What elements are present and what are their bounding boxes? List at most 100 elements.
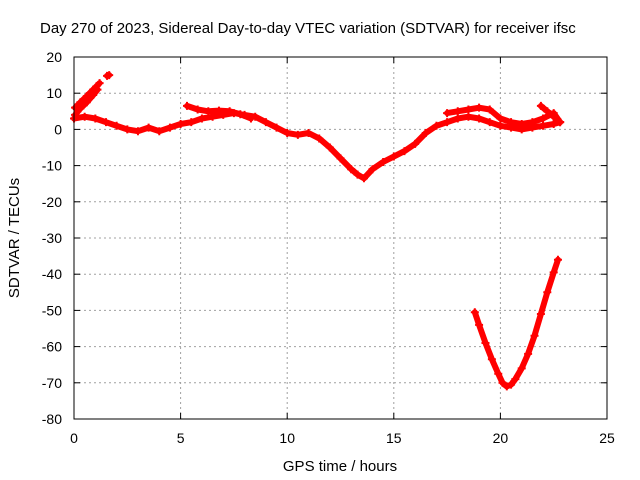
x-tick-label: 20 bbox=[493, 430, 509, 446]
data-point bbox=[543, 288, 552, 297]
data-point bbox=[89, 91, 98, 100]
y-tick-label: -80 bbox=[42, 411, 62, 427]
data-point bbox=[464, 112, 473, 121]
series-early-isolated bbox=[103, 71, 114, 80]
data-point bbox=[272, 123, 281, 132]
data-point bbox=[507, 118, 516, 127]
data-point bbox=[536, 310, 545, 319]
data-point bbox=[475, 103, 484, 112]
data-point bbox=[511, 375, 520, 384]
y-tick-label: 0 bbox=[54, 121, 62, 137]
data-point bbox=[123, 125, 132, 134]
data-point bbox=[453, 114, 462, 123]
data-point bbox=[105, 71, 114, 80]
y-tick-label: -20 bbox=[42, 194, 62, 210]
data-point bbox=[193, 105, 202, 114]
y-tick-label: -70 bbox=[42, 375, 62, 391]
x-tick-label: 0 bbox=[70, 430, 78, 446]
data-point bbox=[485, 105, 494, 114]
series-mid-upper-arc bbox=[182, 101, 255, 123]
data-point bbox=[517, 364, 526, 373]
data-point bbox=[304, 129, 313, 138]
series-trace bbox=[471, 256, 561, 390]
x-axis-title: GPS time / hours bbox=[283, 458, 397, 475]
data-point bbox=[556, 118, 565, 127]
data-point bbox=[496, 121, 505, 130]
data-point bbox=[187, 118, 196, 127]
data-point bbox=[453, 107, 462, 116]
y-tick-label: 10 bbox=[46, 85, 62, 101]
data-point bbox=[336, 154, 345, 163]
data-point bbox=[293, 130, 302, 139]
data-point bbox=[379, 157, 388, 166]
data-point bbox=[494, 369, 503, 378]
data-point bbox=[80, 112, 89, 121]
data-point bbox=[144, 123, 153, 132]
axis-ticks: 0 5 10 15 20 25 -80 -70 -60 -50 -40 -30 -20 -10 0 10 20 bbox=[42, 49, 615, 446]
data-point bbox=[539, 121, 548, 130]
data-point bbox=[549, 112, 558, 121]
x-tick-label: 10 bbox=[279, 430, 295, 446]
series-trace bbox=[537, 102, 564, 126]
data-point bbox=[133, 127, 142, 136]
series-early-upper-arc-2 bbox=[71, 85, 102, 119]
data-point bbox=[432, 121, 441, 130]
x-tick-label: 25 bbox=[599, 430, 615, 446]
data-series bbox=[70, 71, 565, 391]
y-tick-label: -50 bbox=[42, 302, 62, 318]
data-point bbox=[549, 268, 558, 277]
data-point bbox=[470, 308, 479, 317]
data-point bbox=[225, 107, 234, 116]
y-tick-label: 20 bbox=[46, 49, 62, 65]
data-point bbox=[261, 118, 270, 127]
x-tick-label: 5 bbox=[177, 430, 185, 446]
data-point bbox=[530, 331, 539, 340]
data-point bbox=[353, 170, 362, 179]
data-point bbox=[475, 320, 484, 329]
data-point bbox=[347, 165, 356, 174]
y-tick-label: -10 bbox=[42, 158, 62, 174]
data-point bbox=[204, 107, 213, 116]
data-point bbox=[82, 98, 91, 107]
data-point bbox=[539, 114, 548, 123]
data-point bbox=[214, 106, 223, 115]
data-point bbox=[543, 107, 552, 116]
data-point bbox=[507, 380, 516, 389]
grid bbox=[74, 57, 607, 419]
series-late-separate-spike bbox=[536, 101, 565, 127]
data-point bbox=[487, 355, 496, 364]
series-negative-dip bbox=[470, 255, 562, 391]
data-point bbox=[76, 104, 85, 113]
data-point bbox=[246, 114, 255, 123]
data-point bbox=[155, 127, 164, 136]
data-point bbox=[464, 105, 473, 114]
data-point bbox=[368, 165, 377, 174]
y-tick-label: -60 bbox=[42, 339, 62, 355]
data-point bbox=[112, 121, 121, 130]
y-tick-label: -40 bbox=[42, 266, 62, 282]
data-point bbox=[528, 118, 537, 127]
data-point bbox=[359, 174, 368, 183]
data-point bbox=[475, 114, 484, 123]
data-point bbox=[549, 119, 558, 128]
chart-title: Day 270 of 2023, Sidereal Day-to-day VTE… bbox=[40, 20, 576, 37]
data-point bbox=[389, 152, 398, 161]
data-point bbox=[315, 134, 324, 143]
data-point bbox=[485, 118, 494, 127]
data-point bbox=[524, 349, 533, 358]
data-point bbox=[443, 109, 452, 118]
data-point bbox=[165, 123, 174, 132]
data-point bbox=[197, 114, 206, 123]
data-point bbox=[553, 255, 562, 264]
data-point bbox=[283, 129, 292, 138]
x-tick-label: 15 bbox=[386, 430, 402, 446]
data-point bbox=[517, 119, 526, 128]
y-axis-title: SDTVAR / TECUs bbox=[6, 178, 23, 298]
data-point bbox=[325, 143, 334, 152]
data-point bbox=[208, 112, 217, 121]
data-point bbox=[95, 79, 104, 88]
data-point bbox=[93, 85, 102, 94]
data-point bbox=[236, 110, 245, 119]
data-point bbox=[496, 114, 505, 123]
